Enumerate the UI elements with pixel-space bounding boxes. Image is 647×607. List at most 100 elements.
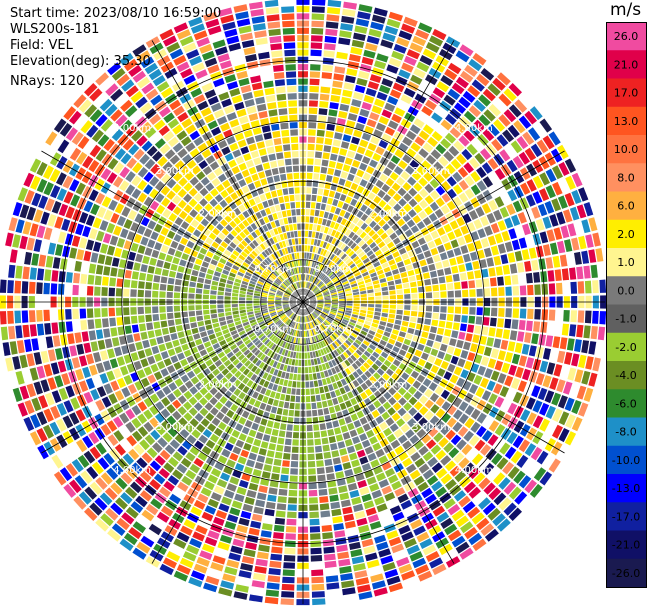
velocity-gate xyxy=(116,278,124,287)
velocity-gate xyxy=(186,434,197,445)
velocity-gate xyxy=(193,264,201,271)
velocity-gate xyxy=(262,241,269,249)
velocity-gate xyxy=(352,255,360,263)
velocity-gate xyxy=(390,439,401,449)
velocity-gate xyxy=(337,312,344,316)
velocity-gate xyxy=(160,87,174,99)
velocity-gate xyxy=(47,349,57,362)
velocity-gate xyxy=(552,336,561,349)
velocity-gate xyxy=(318,115,327,123)
velocity-gate xyxy=(197,253,205,260)
velocity-gate xyxy=(258,171,266,179)
velocity-gate xyxy=(495,328,503,338)
velocity-gate xyxy=(320,371,325,379)
velocity-gate xyxy=(539,360,549,373)
velocity-gate xyxy=(313,239,318,246)
velocity-gate xyxy=(443,498,456,510)
velocity-gate xyxy=(373,336,381,343)
velocity-gate xyxy=(266,450,275,458)
velocity-gate xyxy=(326,582,340,590)
velocity-gate xyxy=(500,399,511,412)
velocity-gate xyxy=(82,435,94,449)
velocity-gate xyxy=(493,472,506,485)
velocity-gate xyxy=(340,141,350,149)
velocity-gate xyxy=(234,198,242,207)
velocity-gate xyxy=(145,88,159,101)
velocity-gate xyxy=(576,204,587,219)
velocity-gate xyxy=(265,330,272,336)
velocity-gate xyxy=(392,268,399,275)
velocity-gate xyxy=(115,497,128,510)
velocity-gate xyxy=(254,270,262,276)
velocity-gate xyxy=(133,333,141,342)
velocity-gate xyxy=(304,274,307,281)
velocity-gate xyxy=(223,489,235,499)
velocity-gate xyxy=(137,225,146,235)
velocity-gate xyxy=(388,259,396,266)
velocity-gate xyxy=(336,286,343,290)
velocity-gate xyxy=(336,259,342,265)
velocity-gate xyxy=(369,220,377,229)
velocity-gate xyxy=(88,402,99,415)
velocity-gate xyxy=(125,105,138,118)
velocity-gate xyxy=(282,137,290,144)
velocity-gate xyxy=(356,210,364,219)
velocity-gate xyxy=(366,429,375,438)
velocity-gate xyxy=(246,379,254,388)
velocity-gate xyxy=(487,158,499,170)
velocity-gate xyxy=(305,274,308,281)
velocity-gate xyxy=(423,250,432,258)
velocity-gate xyxy=(463,341,471,351)
velocity-gate xyxy=(314,269,318,276)
velocity-gate xyxy=(382,401,392,410)
velocity-gate xyxy=(159,28,174,41)
velocity-gate xyxy=(418,148,429,159)
velocity-gate xyxy=(334,530,346,538)
velocity-gate xyxy=(253,157,262,166)
velocity-gate xyxy=(376,541,389,551)
velocity-gate xyxy=(325,259,331,267)
velocity-gate xyxy=(259,218,266,226)
velocity-gate xyxy=(189,209,198,218)
velocity-gate xyxy=(79,308,87,319)
velocity-gate xyxy=(361,538,374,548)
velocity-gate xyxy=(238,77,250,87)
velocity-gate xyxy=(43,165,54,180)
velocity-gate xyxy=(110,212,120,224)
velocity-gate xyxy=(190,275,198,282)
velocity-gate xyxy=(268,295,275,299)
velocity-gate xyxy=(478,477,491,490)
velocity-gate xyxy=(266,374,273,382)
velocity-gate xyxy=(213,485,225,495)
velocity-gate xyxy=(458,495,471,508)
velocity-gate xyxy=(398,247,407,255)
velocity-gate xyxy=(400,271,408,278)
velocity-gate xyxy=(147,239,156,249)
velocity-gate xyxy=(366,314,373,319)
velocity-gate xyxy=(242,321,250,327)
velocity-gate xyxy=(351,234,359,242)
velocity-gate xyxy=(177,406,187,416)
velocity-gate xyxy=(84,507,98,521)
velocity-gate xyxy=(204,505,217,515)
velocity-gate xyxy=(386,433,397,443)
velocity-gate xyxy=(446,314,454,322)
velocity-gate xyxy=(349,106,360,115)
velocity-gate xyxy=(337,224,344,232)
velocity-gate xyxy=(82,155,94,169)
velocity-gate xyxy=(199,198,208,207)
velocity-gate xyxy=(460,225,469,235)
velocity-gate xyxy=(154,267,162,275)
velocity-gate xyxy=(285,224,290,232)
velocity-gate xyxy=(386,530,399,540)
velocity-gate xyxy=(177,199,187,209)
velocity-gate xyxy=(262,312,269,316)
velocity-gate xyxy=(415,564,430,575)
velocity-gate xyxy=(267,575,281,583)
velocity-gate xyxy=(320,285,326,290)
velocity-gate xyxy=(524,110,537,125)
velocity-gate xyxy=(323,276,329,282)
velocity-gate xyxy=(337,288,344,292)
velocity-gate xyxy=(211,318,219,324)
velocity-gate xyxy=(194,182,204,192)
